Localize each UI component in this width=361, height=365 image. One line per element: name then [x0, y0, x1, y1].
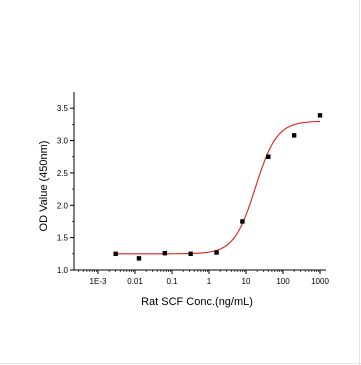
data-point-7	[291, 133, 297, 138]
x-axis-ticks: 1E-3 0.01 0.1 1 10 100 1000	[78, 270, 329, 286]
y-tick-label-2: 2.0	[57, 201, 69, 210]
y-tick-label-0: 1.0	[57, 266, 69, 275]
x-tick-label-0: 1E-3	[90, 277, 107, 286]
x-tick-label-4: 10	[242, 277, 251, 286]
data-point-8	[317, 113, 323, 118]
data-point-3	[188, 251, 193, 257]
data-point-0	[113, 251, 118, 257]
y-tick-label-4: 3.0	[57, 137, 69, 146]
frame-right-border	[359, 0, 360, 365]
data-points-group	[113, 113, 323, 261]
fit-curve-line	[115, 120, 321, 255]
data-point-6	[266, 154, 271, 159]
y-tick-label-5: 3.5	[57, 104, 69, 113]
data-point-4	[214, 250, 219, 255]
y-axis-ticks: 1.0 1.5 2.0 2.5 3.0 3.5	[57, 104, 74, 275]
frame-bottom-border	[0, 363, 361, 364]
y-tick-label-1: 1.5	[57, 234, 69, 243]
data-point-1	[136, 256, 142, 261]
y-tick-label-3: 2.5	[57, 169, 69, 178]
x-tick-label-5: 100	[276, 277, 290, 286]
x-tick-label-1: 0.01	[127, 277, 143, 286]
x-tick-label-3: 1	[207, 277, 212, 286]
fit-curve-group	[115, 120, 321, 255]
data-point-5	[240, 219, 245, 224]
y-axis-title: OD Value (450nm)	[38, 141, 50, 232]
x-tick-label-2: 0.1	[166, 277, 178, 286]
axes	[73, 92, 326, 271]
data-point-2	[162, 250, 168, 256]
x-axis-title: Rat SCF Conc.(ng/mL)	[141, 296, 253, 308]
x-tick-label-6: 1000	[311, 277, 329, 286]
